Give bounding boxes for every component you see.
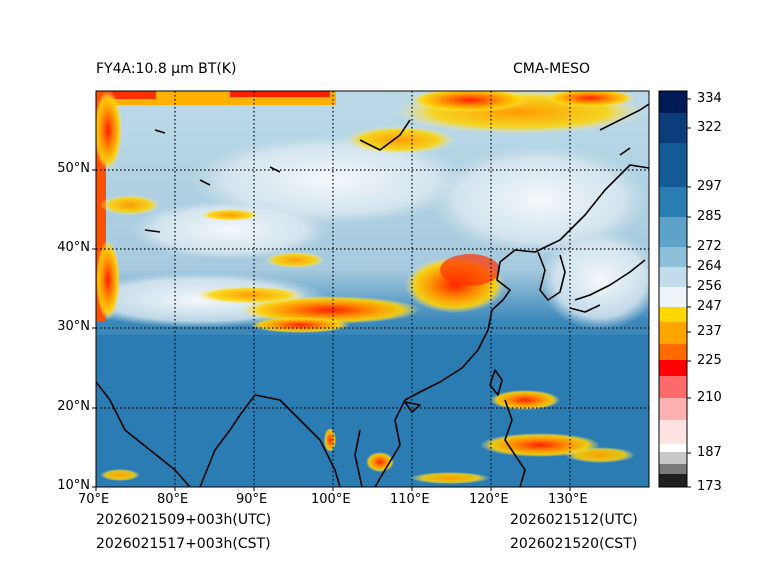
colorbar-tick: 247 (697, 299, 722, 314)
colorbar-tick: 264 (697, 259, 722, 274)
colorbar-tick: 272 (697, 239, 722, 254)
lon-label: 80°E (157, 492, 189, 507)
colorbar-tick: 322 (697, 120, 722, 135)
lon-label: 130°E (548, 492, 588, 507)
colorbar-tick: 210 (697, 390, 722, 405)
colorbar (658, 90, 691, 488)
colorbar-tick: 334 (697, 91, 722, 106)
lon-label: 120°E (469, 492, 509, 507)
colorbar-tick: 187 (697, 445, 722, 460)
model-name: CMA-MESO (513, 61, 591, 77)
lon-label: 100°E (311, 492, 351, 507)
lon-label: 110°E (390, 492, 430, 507)
colorbar-tick: 173 (697, 479, 722, 494)
map-title: FY4A:10.8 µm BT(K) (96, 61, 237, 77)
valid-time-cst: 2026021520(CST) (510, 536, 638, 552)
init-time-cst: 2026021517+003h(CST) (96, 536, 271, 552)
map-frame (95, 90, 650, 488)
lat-label: 30°N (57, 319, 90, 334)
colorbar-tick: 225 (697, 353, 722, 368)
init-time-utc: 2026021509+003h(UTC) (96, 512, 272, 528)
lon-label: 90°E (236, 492, 268, 507)
valid-time-utc: 2026021512(UTC) (510, 512, 638, 528)
colorbar-tick: 297 (697, 179, 722, 194)
lat-label: 40°N (57, 240, 90, 255)
lon-label: 70°E (78, 492, 110, 507)
colorbar-tick: 285 (697, 209, 722, 224)
colorbar-tick: 256 (697, 279, 722, 294)
colorbar-tick: 237 (697, 324, 722, 339)
lat-label: 50°N (57, 161, 90, 176)
lat-label: 20°N (57, 399, 90, 414)
lat-label: 10°N (57, 478, 90, 493)
